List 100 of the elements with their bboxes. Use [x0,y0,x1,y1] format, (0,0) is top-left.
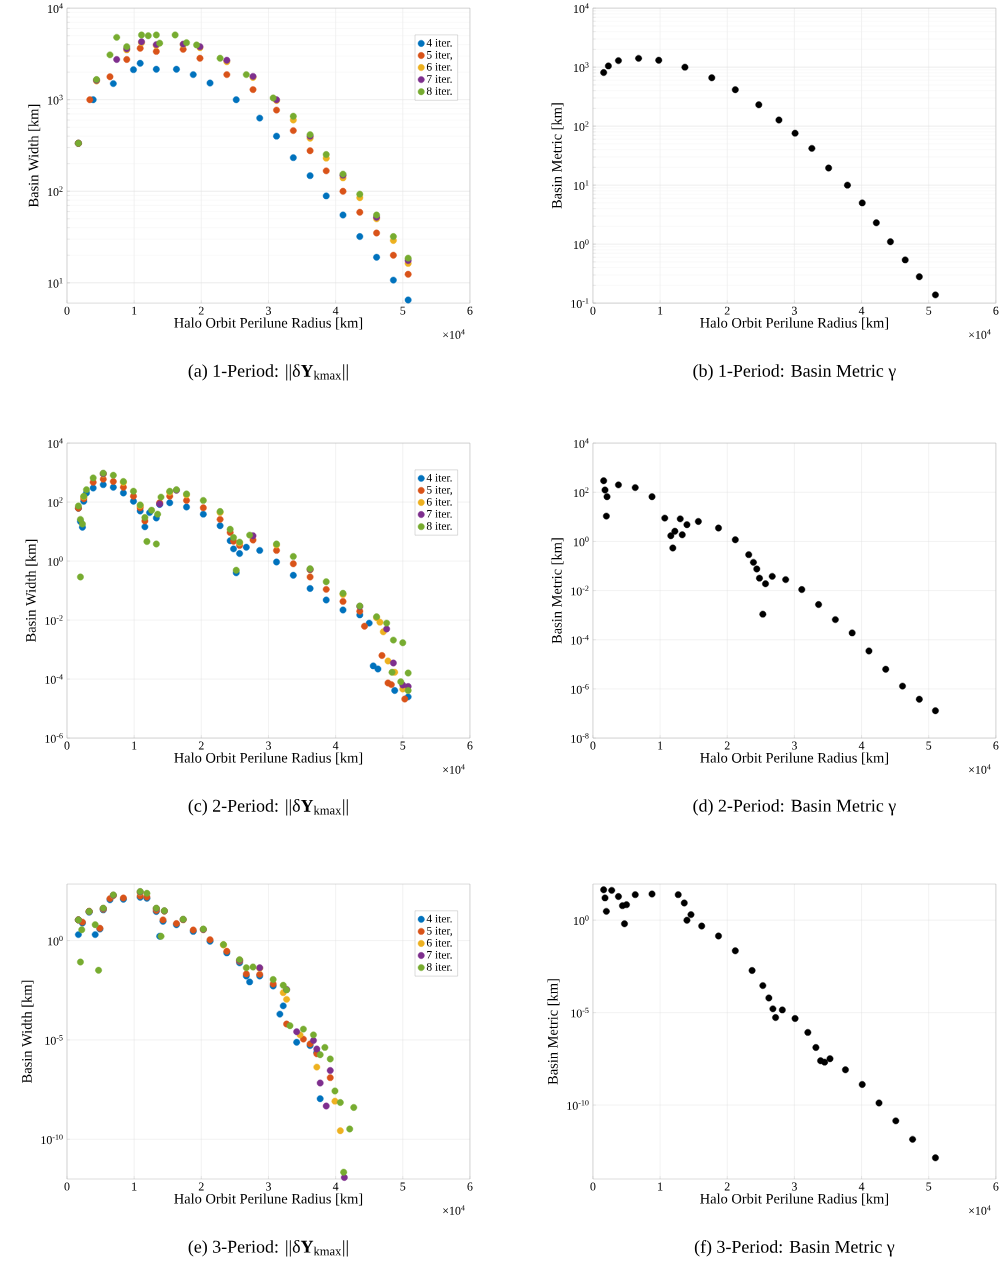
x-tick-label: 4 [332,741,339,750]
x-tick-label: 3 [791,741,797,750]
x-tick-label: 2 [724,1182,730,1191]
x-tick-label: 5 [926,306,932,315]
legend-label: 5 iter, [427,926,452,937]
x-tick-label: 4 [858,741,865,750]
legend-label: 7 iter. [427,75,452,83]
y-axis-title: Basin Metric [km] [551,538,564,644]
y-tick-label: 10$^{4}$ [48,3,63,13]
y-axis-title: Basin Width [km] [25,539,38,643]
y-axis-title: Basin Width [km] [21,980,34,1083]
x-tick-label: 0 [64,741,70,750]
x-tick-label: 6 [993,1182,999,1191]
legend-label: 6 iter. [426,63,452,71]
x-tick-label: 3 [265,741,271,750]
text: (a) 1-Period: ||δY$_{kmax}$|| [188,364,348,381]
y-tick-label: 10$^{-4}$ [571,634,589,645]
x-tick-label: 0 [590,306,596,315]
x-tick-label: 0 [590,741,596,750]
y-tick-label: 10$^{4}$ [573,3,589,13]
x-tick-label: 4 [858,306,865,315]
x-axis-title: Halo Orbit Perilune Radius [km] [700,752,888,765]
x-tick-label: 4 [332,306,339,315]
legend-label: 8 iter. [426,87,452,95]
x-tick-label: 3 [791,1182,797,1191]
x-tick-label: 6 [467,1182,473,1191]
x-tick-label: 1 [658,741,663,750]
x-tick-label: 2 [198,741,204,750]
y-tick-label: 10$^{0}$ [573,536,589,547]
x-tick-label: 0 [590,1182,596,1191]
legend-label: 4 iter. [426,473,452,482]
y-tick-label: 10$^{-4}$ [45,674,63,684]
x-tick-label: 6 [993,741,999,750]
y-tick-label: 10$^{-6}$ [45,733,63,743]
x-tick-label: 3 [791,306,797,315]
y-tick-label: 10$^{-8}$ [571,733,589,743]
x-tick-label: 2 [198,306,204,315]
x-tick-label: 1 [132,741,137,750]
x-tick-label: 5 [926,1182,932,1191]
legend-label: 6 iter. [426,497,452,506]
y-tick-label: 10$^{4}$ [48,438,63,448]
y-tick-label: 10$^{1}$ [48,277,63,288]
y-axis-title: Basin Metric [km] [551,103,564,209]
x-tick-label: 5 [400,306,406,315]
y-tick-label: 10$^{-2}$ [45,615,63,625]
y-axis-title: Basin Width [km] [28,104,41,208]
y-tick-label: 10$^{1}$ [573,180,589,190]
x-tick-label: 4 [858,1182,865,1191]
legend-label: 4 iter. [426,38,452,47]
text: (f) 3-Period: Basin Metric γ [694,1240,895,1257]
x-tick-label: 1 [658,306,663,315]
x-tick-label: 1 [658,1182,663,1191]
y-tick-label: 10$^{-5}$ [571,1007,589,1018]
text: (d) 2-Period: Basin Metric γ [693,799,896,816]
legend-label: 8 iter. [426,963,452,971]
x-tick-label: 4 [332,1182,339,1191]
y-tick-label: 10$^{0}$ [48,935,63,946]
x-tick-label: 5 [926,741,932,750]
legend-label: 7 iter. [427,510,452,518]
y-tick-label: 10$^{-10}$ [41,1134,63,1145]
x-axis-title: Halo Orbit Perilune Radius [km] [700,317,888,330]
y-tick-label: 10$^{-2}$ [571,585,589,596]
text: ×10$^{4}$ [443,764,465,774]
legend-label: 8 iter. [426,522,452,530]
text: (c) 2-Period: ||δY$_{kmax}$|| [188,799,348,816]
y-tick-label: 10$^{-5}$ [45,1035,63,1045]
y-tick-label: 10$^{0}$ [573,239,589,249]
x-tick-label: 5 [400,1182,406,1191]
y-tick-label: 10$^{3}$ [573,62,589,73]
x-tick-label: 1 [132,1182,137,1191]
legend-label: 4 iter. [426,914,452,923]
x-tick-label: 6 [467,306,473,315]
y-tick-label: 10$^{2}$ [48,497,63,507]
x-tick-label: 0 [64,306,70,315]
y-tick-label: 10$^{4}$ [573,438,589,448]
x-tick-label: 2 [198,1182,204,1191]
y-tick-label: 10$^{-10}$ [567,1100,589,1110]
x-tick-label: 6 [993,306,999,315]
text: (e) 3-Period: ||δY$_{kmax}$|| [188,1240,348,1257]
x-axis-title: Halo Orbit Perilune Radius [km] [174,317,362,330]
y-tick-label: 10$^{0}$ [573,915,589,926]
text: ×10$^{4}$ [969,329,991,339]
text: ×10$^{4}$ [443,329,465,339]
text: ×10$^{4}$ [443,1205,465,1215]
legend-label: 6 iter. [426,938,452,947]
x-tick-label: 2 [724,306,730,315]
text: (b) 1-Period: Basin Metric γ [693,364,896,381]
x-tick-label: 6 [467,741,473,750]
y-tick-label: 10$^{2}$ [573,487,589,498]
y-tick-label: 10$^{-6}$ [571,684,589,694]
y-tick-label: 10$^{0}$ [48,556,63,566]
x-tick-label: 0 [64,1182,70,1191]
y-tick-label: 10$^{2}$ [48,186,63,197]
x-tick-label: 3 [265,306,271,315]
text: ×10$^{4}$ [969,1205,991,1215]
y-tick-label: 10$^{-1}$ [571,298,589,308]
x-tick-label: 2 [724,741,730,750]
x-axis-title: Halo Orbit Perilune Radius [km] [174,1193,362,1206]
x-axis-title: Halo Orbit Perilune Radius [km] [174,752,362,765]
x-tick-label: 5 [400,741,406,750]
